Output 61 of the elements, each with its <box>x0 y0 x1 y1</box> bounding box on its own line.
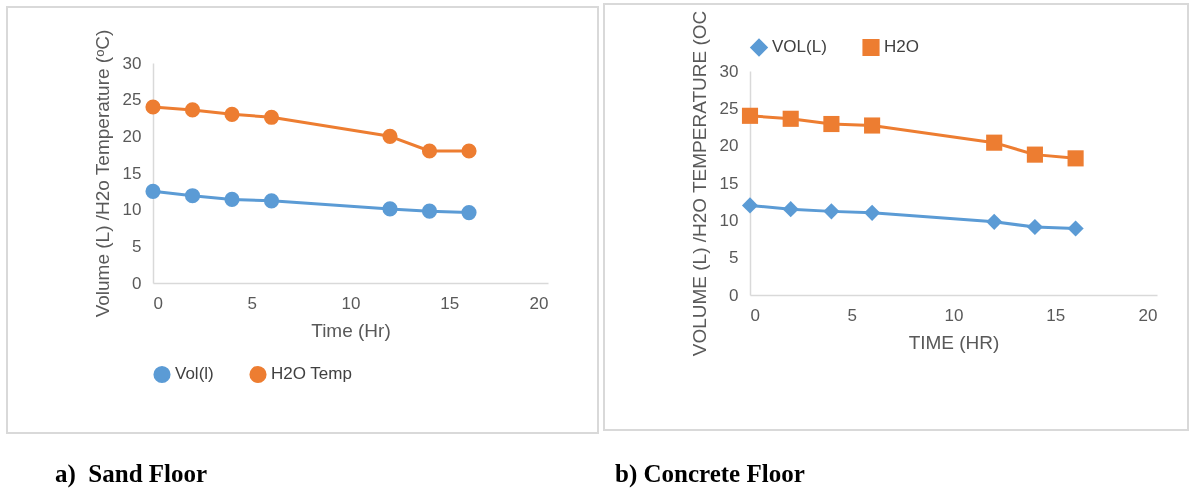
point <box>461 143 477 159</box>
y-tick-label: 25 <box>719 98 739 118</box>
point <box>986 213 1003 230</box>
text: b) Concrete Floor <box>615 460 805 488</box>
y-tick-label: 5 <box>729 248 739 268</box>
y-tick-label: 20 <box>122 126 142 146</box>
x-tick-label: 5 <box>847 305 857 325</box>
y-tick-label: 25 <box>122 90 142 110</box>
y-tick-label: 5 <box>132 236 142 256</box>
x-axis-title: Time (Hr) <box>311 319 391 341</box>
x-tick-label: 0 <box>750 305 760 325</box>
point <box>145 99 161 115</box>
legend-label: H2O Temp <box>271 364 352 384</box>
y-tick-label: 30 <box>122 53 142 73</box>
point <box>782 110 799 127</box>
x-tick-label: 5 <box>247 293 257 313</box>
point <box>1067 220 1084 237</box>
point <box>986 134 1003 151</box>
point <box>263 109 280 125</box>
legend-label: VOL(L) <box>772 37 827 57</box>
point <box>864 204 881 221</box>
x-tick-label: 10 <box>944 305 964 325</box>
y-tick-label: 30 <box>719 61 739 81</box>
point <box>823 203 840 220</box>
y-tick-label: 10 <box>122 200 142 220</box>
point <box>184 102 201 118</box>
x-tick-label: 15 <box>1046 305 1066 325</box>
x-tick-label: 15 <box>440 293 460 313</box>
point <box>741 107 759 124</box>
point <box>1026 146 1043 163</box>
y-tick-label: 10 <box>719 210 739 230</box>
point <box>864 117 881 134</box>
point <box>782 201 799 218</box>
point <box>1067 150 1084 167</box>
x-tick-label: 20 <box>1138 305 1158 325</box>
point <box>224 191 240 207</box>
point <box>263 193 280 209</box>
y-tick-label: 15 <box>719 173 739 193</box>
legend-label: Vol(l) <box>175 364 214 384</box>
x-axis-title: TIME (HR) <box>908 331 1000 353</box>
y-tick-label: 15 <box>122 163 142 183</box>
point <box>461 205 477 221</box>
x-tick-label: 10 <box>341 293 361 313</box>
point <box>421 203 438 219</box>
point <box>224 106 240 122</box>
x-tick-label: 20 <box>529 293 549 313</box>
y-tick-label: 0 <box>132 273 142 293</box>
point <box>1026 218 1043 236</box>
point <box>741 197 759 214</box>
y-tick-label: 20 <box>719 136 739 156</box>
y-axis-title: VOLUME (L) /H2O TEMPERATURE (OC <box>688 10 710 357</box>
legend-label: H2O <box>884 37 919 57</box>
point <box>382 128 398 144</box>
point <box>823 115 840 133</box>
y-axis-title: Volume (L) /H2o Temperature (ᵒC) <box>91 29 113 318</box>
point <box>145 183 161 199</box>
text: a) Sand Floor <box>55 460 208 488</box>
point <box>382 201 398 217</box>
x-tick-label: 0 <box>153 293 163 313</box>
point <box>184 188 201 204</box>
point <box>421 143 438 159</box>
